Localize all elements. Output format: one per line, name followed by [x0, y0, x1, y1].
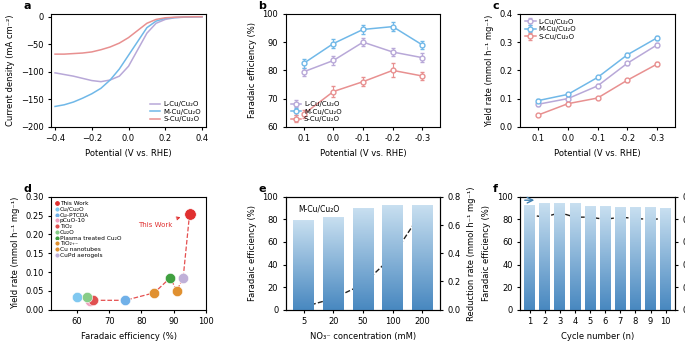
S-Cu/Cu₂O	[171, 15, 179, 19]
L-Cu/Cu₂O	[161, 17, 169, 22]
M-Cu/Cu₂O	[152, 19, 160, 23]
Point	[165, 275, 176, 280]
Line: S-Cu/Cu₂O: S-Cu/Cu₂O	[55, 17, 202, 54]
X-axis label: Cycle number (n): Cycle number (n)	[561, 332, 634, 341]
L-Cu/Cu₂O	[188, 15, 197, 19]
L-Cu/Cu₂O	[88, 78, 96, 82]
Text: d: d	[23, 184, 32, 194]
Point	[358, 282, 369, 287]
L-Cu/Cu₂O	[171, 16, 179, 20]
L-Cu/Cu₂O	[51, 71, 59, 75]
L-Cu/Cu₂O	[106, 78, 114, 82]
M-Cu/Cu₂O	[115, 67, 123, 71]
M-Cu/Cu₂O	[88, 92, 96, 96]
Text: M-Cu/Cu₂O: M-Cu/Cu₂O	[298, 205, 340, 214]
Text: This Work: This Work	[138, 217, 179, 228]
X-axis label: Potential (V vs. RHE): Potential (V vs. RHE)	[320, 149, 406, 158]
S-Cu/Cu₂O	[88, 50, 96, 54]
Point	[88, 298, 99, 303]
Text: a: a	[23, 1, 31, 11]
M-Cu/Cu₂O	[188, 15, 197, 19]
Y-axis label: Faradaic efficiency (%): Faradaic efficiency (%)	[482, 205, 491, 301]
Text: f: f	[493, 184, 498, 194]
L-Cu/Cu₂O	[115, 74, 123, 78]
Y-axis label: Faradaic efficiency (%): Faradaic efficiency (%)	[248, 205, 257, 301]
S-Cu/Cu₂O	[188, 15, 197, 19]
Point	[82, 294, 92, 299]
Point	[177, 275, 188, 280]
M-Cu/Cu₂O	[69, 100, 77, 104]
S-Cu/Cu₂O	[125, 35, 133, 40]
L-Cu/Cu₂O	[69, 74, 77, 78]
S-Cu/Cu₂O	[142, 21, 151, 25]
L-Cu/Cu₂O	[79, 76, 87, 80]
Line: M-Cu/Cu₂O: M-Cu/Cu₂O	[55, 17, 202, 106]
Text: c: c	[493, 1, 499, 11]
L-Cu/Cu₂O	[198, 15, 206, 19]
L-Cu/Cu₂O	[125, 64, 133, 68]
L-Cu/Cu₂O	[134, 48, 142, 52]
M-Cu/Cu₂O	[106, 78, 114, 82]
M-Cu/Cu₂O	[179, 15, 188, 19]
Point	[298, 304, 309, 310]
S-Cu/Cu₂O	[115, 41, 123, 45]
Legend: L-Cu/Cu₂O, M-Cu/Cu₂O, S-Cu/Cu₂O: L-Cu/Cu₂O, M-Cu/Cu₂O, S-Cu/Cu₂O	[524, 17, 577, 41]
S-Cu/Cu₂O	[97, 48, 105, 52]
S-Cu/Cu₂O	[69, 52, 77, 56]
Y-axis label: Yield rate (mmol h⁻¹ mg⁻¹): Yield rate (mmol h⁻¹ mg⁻¹)	[485, 14, 494, 127]
Y-axis label: Reduction rate (mmol h⁻¹ mg⁻¹): Reduction rate (mmol h⁻¹ mg⁻¹)	[466, 186, 475, 321]
M-Cu/Cu₂O	[171, 15, 179, 19]
X-axis label: NO₃⁻ concentration (mM): NO₃⁻ concentration (mM)	[310, 332, 416, 341]
Legend: L-Cu/Cu₂O, M-Cu/Cu₂O, S-Cu/Cu₂O: L-Cu/Cu₂O, M-Cu/Cu₂O, S-Cu/Cu₂O	[289, 100, 343, 123]
S-Cu/Cu₂O	[51, 52, 59, 56]
Point	[417, 208, 428, 214]
Point	[149, 290, 160, 295]
S-Cu/Cu₂O	[60, 52, 68, 56]
L-Cu/Cu₂O	[179, 15, 188, 19]
S-Cu/Cu₂O	[79, 51, 87, 55]
S-Cu/Cu₂O	[161, 16, 169, 20]
Point	[328, 296, 339, 301]
Text: e: e	[258, 184, 266, 194]
M-Cu/Cu₂O	[79, 96, 87, 100]
Point	[171, 288, 182, 294]
S-Cu/Cu₂O	[106, 45, 114, 49]
Point	[387, 253, 398, 259]
M-Cu/Cu₂O	[142, 26, 151, 30]
X-axis label: Potential (V vs. RHE): Potential (V vs. RHE)	[85, 149, 172, 158]
Line: L-Cu/Cu₂O: L-Cu/Cu₂O	[55, 17, 202, 82]
X-axis label: Potential (V vs. RHE): Potential (V vs. RHE)	[554, 149, 641, 158]
Legend: L-Cu/Cu₂O, M-Cu/Cu₂O, S-Cu/Cu₂O: L-Cu/Cu₂O, M-Cu/Cu₂O, S-Cu/Cu₂O	[149, 100, 202, 123]
M-Cu/Cu₂O	[125, 53, 133, 57]
S-Cu/Cu₂O	[152, 17, 160, 22]
Y-axis label: Current density (mA cm⁻²): Current density (mA cm⁻²)	[6, 15, 16, 126]
Point	[84, 299, 95, 304]
L-Cu/Cu₂O	[152, 21, 160, 25]
S-Cu/Cu₂O	[179, 15, 188, 19]
Y-axis label: Faradaic efficiency (%): Faradaic efficiency (%)	[248, 22, 257, 118]
S-Cu/Cu₂O	[134, 28, 142, 32]
M-Cu/Cu₂O	[97, 86, 105, 90]
M-Cu/Cu₂O	[161, 16, 169, 21]
M-Cu/Cu₂O	[51, 104, 59, 109]
Point	[72, 294, 83, 299]
L-Cu/Cu₂O	[142, 31, 151, 35]
L-Cu/Cu₂O	[60, 72, 68, 77]
Y-axis label: Yield rate (mmol h⁻¹ mg⁻¹): Yield rate (mmol h⁻¹ mg⁻¹)	[11, 197, 20, 309]
L-Cu/Cu₂O	[97, 80, 105, 84]
S-Cu/Cu₂O	[198, 15, 206, 19]
Point	[184, 211, 195, 216]
Text: b: b	[258, 1, 266, 11]
X-axis label: Faradaic efficiency (%): Faradaic efficiency (%)	[81, 332, 177, 341]
M-Cu/Cu₂O	[134, 39, 142, 44]
Legend: This Work, Cu/Cu₂O, Cu-PTCDA, pCuO-10, TiO₂, Cu₂O, Plasma treated Cu₂O, TiO₂₊₋, : This Work, Cu/Cu₂O, Cu-PTCDA, pCuO-10, T…	[54, 200, 122, 259]
Point	[120, 298, 131, 303]
M-Cu/Cu₂O	[60, 103, 68, 107]
M-Cu/Cu₂O	[198, 15, 206, 19]
